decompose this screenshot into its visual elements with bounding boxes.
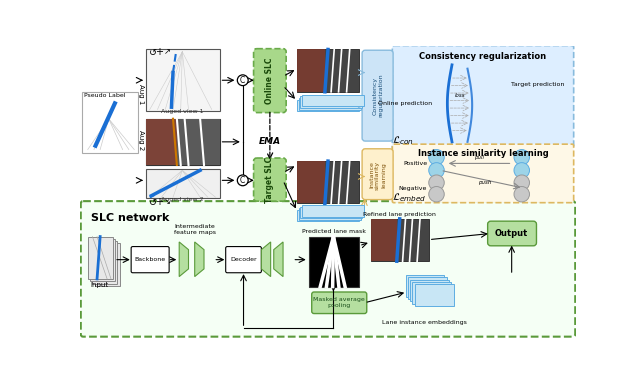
Text: Online SLC: Online SLC [266,57,275,103]
Bar [83,92,138,154]
Text: C: C [240,176,245,185]
Bar [410,280,449,301]
Bar [412,282,451,304]
Text: Backbone: Backbone [134,257,165,262]
Circle shape [429,175,444,190]
Bar [371,219,397,261]
FancyBboxPatch shape [253,49,286,112]
Bar [146,119,177,165]
Bar [301,205,364,217]
Text: Instance similarity learning: Instance similarity learning [418,149,548,158]
Text: loss: loss [454,93,465,98]
Text: +: + [155,197,163,207]
Text: Refined lane prediction: Refined lane prediction [363,212,436,217]
Circle shape [237,75,248,86]
Bar [298,208,360,220]
Text: push: push [478,180,492,185]
Bar [146,49,220,111]
Bar [297,161,359,203]
Bar [146,169,220,198]
Circle shape [237,175,248,186]
Bar [297,210,359,221]
FancyBboxPatch shape [362,50,393,141]
Bar [88,237,113,279]
FancyBboxPatch shape [362,149,393,200]
Bar [408,277,447,299]
Text: Instance
similarity
learning: Instance similarity learning [369,160,386,190]
Circle shape [514,175,529,190]
Text: Consistency
regularization: Consistency regularization [372,74,383,117]
Bar [300,97,362,108]
Text: $\mathcal{L}_{con}$: $\mathcal{L}_{con}$ [392,134,414,147]
Text: Input: Input [90,282,108,288]
FancyBboxPatch shape [226,247,261,273]
FancyBboxPatch shape [253,158,286,201]
Bar [146,119,220,165]
Bar [415,284,454,306]
Text: Online prediction: Online prediction [378,101,433,106]
FancyBboxPatch shape [392,46,573,149]
Text: Positive: Positive [403,161,428,166]
Text: Predicted lane mask: Predicted lane mask [302,229,366,234]
Text: pull: pull [474,155,484,160]
Circle shape [429,163,444,178]
Text: $\nearrow$: $\nearrow$ [162,47,172,56]
Text: Intermediate
feature maps: Intermediate feature maps [173,224,216,235]
FancyBboxPatch shape [488,221,536,246]
Polygon shape [274,242,283,277]
FancyBboxPatch shape [81,201,575,337]
Bar [95,244,120,286]
Text: Target SLC: Target SLC [266,157,275,203]
Bar [92,241,117,283]
FancyBboxPatch shape [392,144,573,203]
Text: Aug 2: Aug 2 [138,130,144,150]
Circle shape [514,150,529,165]
Text: Auged view 1: Auged view 1 [161,109,204,114]
Bar [297,161,325,203]
Bar [300,207,362,218]
Polygon shape [179,242,189,277]
Bar [371,219,429,261]
Bar [146,119,220,165]
Text: EMA: EMA [259,137,281,146]
Circle shape [514,163,529,178]
Polygon shape [195,242,204,277]
Text: +: + [155,47,163,57]
Bar [90,239,115,281]
FancyBboxPatch shape [131,247,169,273]
Text: Target prediction: Target prediction [511,82,564,87]
Bar [297,49,359,92]
Bar [301,95,364,106]
Bar [308,237,359,287]
FancyBboxPatch shape [312,292,367,314]
Bar [297,100,359,111]
Text: Auged view 2: Auged view 2 [161,197,204,202]
Bar [297,49,325,92]
Circle shape [429,187,444,202]
Text: $\mathcal{L}_{embed}$: $\mathcal{L}_{embed}$ [392,191,427,204]
Text: Negative: Negative [399,185,428,190]
Bar [406,275,444,297]
Text: Aug 1: Aug 1 [138,84,144,105]
Text: Output: Output [495,229,528,238]
Text: $\searrow$: $\searrow$ [162,197,172,206]
Circle shape [514,187,529,202]
Text: $\circlearrowleft$: $\circlearrowleft$ [147,47,159,57]
Circle shape [429,150,444,165]
Polygon shape [261,242,271,277]
Text: Decoder: Decoder [230,257,257,262]
Bar [298,98,360,109]
Text: Masked average
pooling: Masked average pooling [313,298,365,308]
Text: Pseudo Label: Pseudo Label [84,93,125,98]
Text: $\circlearrowleft$: $\circlearrowleft$ [147,197,159,207]
Text: SLC network: SLC network [91,214,169,223]
Text: C: C [240,76,245,85]
Text: Consistency regularization: Consistency regularization [419,52,547,61]
Text: Lane instance embeddings: Lane instance embeddings [383,320,467,326]
